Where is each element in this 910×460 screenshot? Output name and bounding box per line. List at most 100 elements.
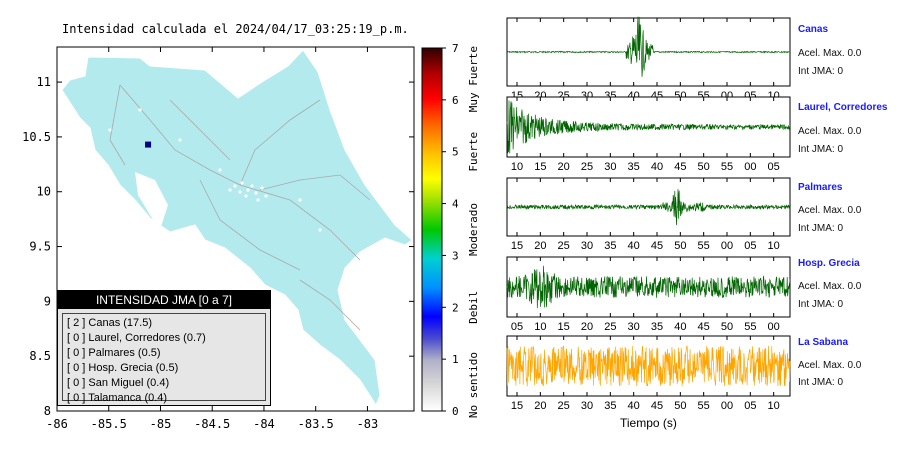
city-dot <box>250 184 254 188</box>
city-dot <box>254 191 258 195</box>
city-dot <box>178 138 182 142</box>
station-int: Int JMA: 0 <box>798 144 844 155</box>
legend-item: [ 0 ] San Miguel (0.4) <box>67 377 170 389</box>
legend-item: [ 0 ] Hosp. Grecia (0.5) <box>67 362 179 374</box>
city-dot <box>246 188 250 192</box>
station-accel: Acel. Max. 0.0 <box>798 281 862 292</box>
time-tick-label: 45 <box>651 400 663 412</box>
time-tick-label: 45 <box>651 240 663 252</box>
lon-tick-label: -85.5 <box>91 417 127 431</box>
station-int: Int JMA: 0 <box>798 377 844 388</box>
lat-tick-label: 9.5 <box>29 240 51 254</box>
station-accel: Acel. Max. 0.0 <box>798 360 862 371</box>
lat-tick-label: 8 <box>44 404 51 418</box>
lat-tick-label: 9 <box>44 294 51 308</box>
time-tick-label: 50 <box>674 400 686 412</box>
city-dot <box>138 108 142 112</box>
lon-tick-label: -85 <box>150 417 172 431</box>
lon-tick-label: -86 <box>46 417 68 431</box>
time-tick-label: 05 <box>511 321 523 333</box>
city-dot <box>260 186 264 190</box>
time-tick-label: 25 <box>604 321 616 333</box>
station-accel: Acel. Max. 0.0 <box>798 205 862 216</box>
lon-tick-label: -83.5 <box>298 417 334 431</box>
colorbar-tick-label: 0 <box>452 405 459 418</box>
road-line <box>259 174 371 201</box>
lon-tick-label: -83 <box>357 417 379 431</box>
time-tick-label: 00 <box>721 240 733 252</box>
station-name: La Sabana <box>798 337 849 348</box>
station-name: Laurel, Corredores <box>798 102 888 113</box>
time-tick-label: 25 <box>558 400 570 412</box>
time-tick-label: 15 <box>511 400 523 412</box>
road-line <box>299 279 361 331</box>
colorbar-label: Debil <box>467 291 480 324</box>
time-tick-label: 30 <box>581 240 593 252</box>
city-dot <box>233 184 237 188</box>
station-name: Canas <box>798 24 829 35</box>
lat-tick-label: 10.5 <box>22 130 51 144</box>
time-tick-label: 35 <box>604 400 616 412</box>
time-tick-label: 55 <box>698 400 710 412</box>
time-tick-label: 20 <box>534 400 546 412</box>
intensity-legend: INTENSIDAD JMA [0 a 7] [ 2 ] Canas (17.5… <box>57 290 271 406</box>
road-line <box>199 179 301 271</box>
time-tick-label: 40 <box>628 240 640 252</box>
city-dot <box>264 194 268 198</box>
legend-item: [ 0 ] Talamanca (0.4) <box>67 392 168 404</box>
city-dot <box>256 198 260 202</box>
station-accel: Acel. Max. 0.0 <box>798 48 862 59</box>
time-tick-label: 05 <box>768 161 780 173</box>
time-tick-label: 05 <box>744 240 756 252</box>
lat-tick-label: 10 <box>37 185 51 199</box>
colorbar-tick-label: 6 <box>452 94 459 107</box>
road-line <box>119 84 241 186</box>
map-frame <box>56 46 415 412</box>
time-tick-label: 20 <box>558 161 570 173</box>
waveform-trace <box>506 16 791 77</box>
time-tick-label: 35 <box>628 161 640 173</box>
station-name: Hosp. Grecia <box>798 258 860 269</box>
colorbar-label: Moderado <box>467 203 480 256</box>
station-int: Int JMA: 0 <box>798 66 844 77</box>
time-tick-label: 10 <box>511 161 523 173</box>
lon-tick-label: -84.5 <box>194 417 230 431</box>
station-int: Int JMA: 0 <box>798 299 844 310</box>
city-dot <box>240 181 244 185</box>
time-tick-label: 30 <box>604 161 616 173</box>
colorbar-label: Muy Fuerte <box>467 46 480 112</box>
legend-list: [ 2 ] Canas (17.5) [ 0 ] Laurel, Corredo… <box>62 313 266 404</box>
city-dot <box>218 168 222 172</box>
station-marker <box>145 141 152 148</box>
intensity-colorbar: 0 1 2 3 4 5 6 7 No sentido Debil Moderado Fuerte Muy… <box>421 42 480 418</box>
time-tick-label: 30 <box>581 400 593 412</box>
city-dot <box>108 128 112 132</box>
station-accel: Acel. Max. 0.0 <box>798 126 862 137</box>
colorbar-tick-label: 4 <box>452 198 459 211</box>
gulf-of-nicoya <box>135 172 168 230</box>
time-tick-label: 00 <box>768 321 780 333</box>
city-dot <box>348 298 352 302</box>
road-line <box>169 99 231 161</box>
time-tick-label: 25 <box>558 240 570 252</box>
time-tick-label: 55 <box>721 161 733 173</box>
time-tick-label: 55 <box>744 321 756 333</box>
time-tick-label: 35 <box>604 240 616 252</box>
station-name: Palmares <box>798 182 843 193</box>
waveform-trace <box>506 100 791 154</box>
legend-item: [ 0 ] Palmares (0.5) <box>67 347 161 359</box>
road-line <box>239 184 361 261</box>
time-tick-label: 30 <box>628 321 640 333</box>
colorbar-tick-label: 3 <box>452 249 459 262</box>
time-tick-label: 20 <box>534 240 546 252</box>
time-tick-label: 05 <box>744 400 756 412</box>
city-dot <box>298 198 302 202</box>
time-tick-label: 50 <box>721 321 733 333</box>
time-tick-label: 15 <box>534 161 546 173</box>
waveform-trace <box>506 189 791 226</box>
colorbar-tick-label: 7 <box>452 42 459 55</box>
time-tick-label: 50 <box>698 161 710 173</box>
city-dot <box>238 190 242 194</box>
time-tick-label: 50 <box>674 240 686 252</box>
